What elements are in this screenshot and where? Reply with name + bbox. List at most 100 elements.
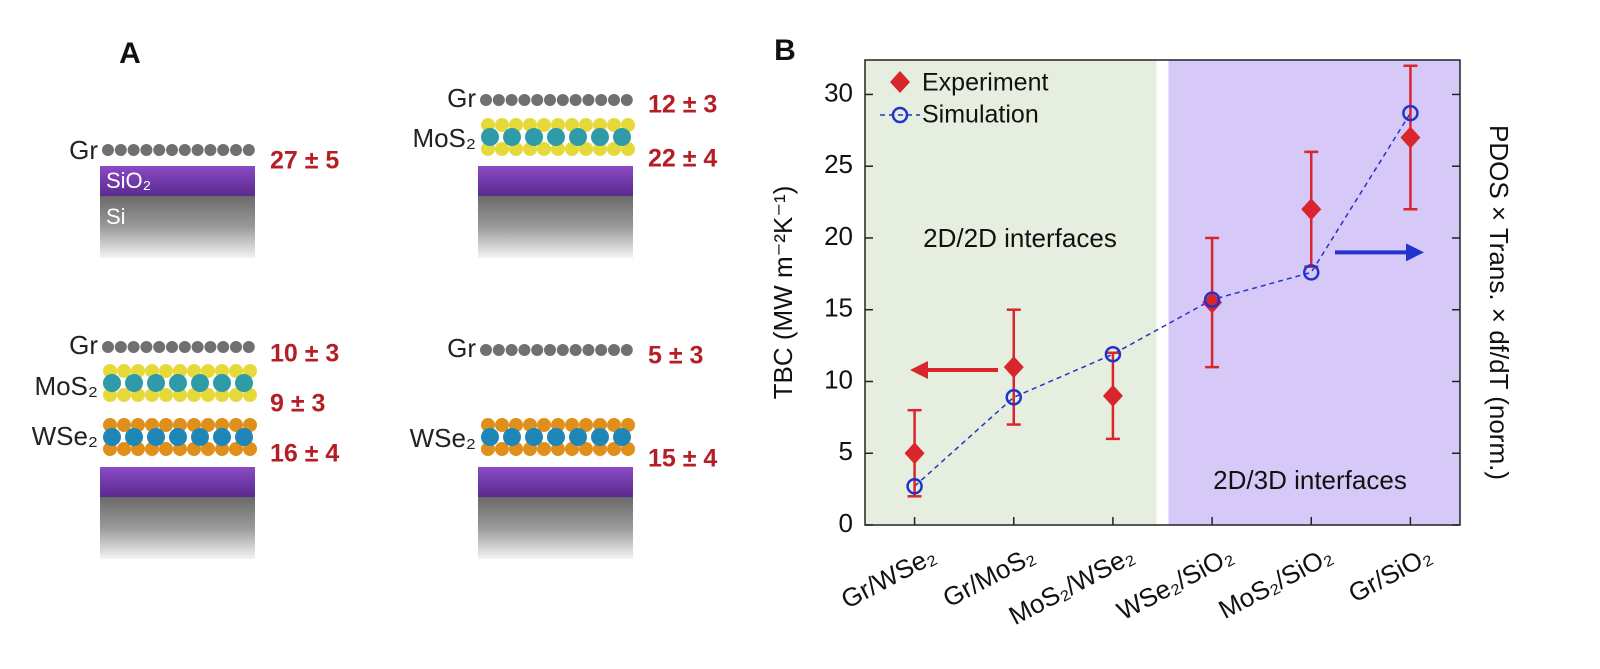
y-tick-label: 15 xyxy=(824,293,853,323)
atom xyxy=(169,374,187,392)
atom xyxy=(531,94,544,106)
substrate xyxy=(100,196,255,258)
panel-a xyxy=(100,94,635,559)
panel-label: B xyxy=(774,34,796,67)
legend-label: Simulation xyxy=(922,101,1039,129)
atom xyxy=(229,388,243,402)
atom xyxy=(537,418,551,432)
layer-label: WSe₂ xyxy=(410,423,476,453)
atom xyxy=(608,344,620,356)
layer-label: Gr xyxy=(447,83,476,113)
atom xyxy=(544,344,556,356)
atom xyxy=(579,142,593,156)
layer-label: Gr xyxy=(69,135,98,165)
atom xyxy=(547,428,565,446)
atom xyxy=(153,341,166,353)
atom xyxy=(215,442,229,456)
atom xyxy=(591,128,609,146)
legend-label: Experiment xyxy=(922,69,1048,97)
atom xyxy=(166,144,178,156)
atom xyxy=(114,341,127,353)
atom xyxy=(229,442,243,456)
experiment-point xyxy=(904,442,925,465)
atom xyxy=(569,128,587,146)
atom xyxy=(556,94,569,106)
simulation-point xyxy=(1303,264,1320,281)
atom xyxy=(229,364,243,378)
atom xyxy=(481,128,499,146)
atom xyxy=(213,374,231,392)
atom xyxy=(114,144,127,156)
layer-label: Si xyxy=(106,204,126,229)
atom xyxy=(579,118,593,132)
atom xyxy=(595,344,608,356)
experiment-point xyxy=(1400,126,1421,149)
atom xyxy=(607,142,621,156)
atom xyxy=(591,428,609,446)
atom xyxy=(213,428,231,446)
atom xyxy=(217,341,230,353)
atom xyxy=(178,341,191,353)
atom xyxy=(215,418,229,432)
atom xyxy=(492,344,505,356)
atom xyxy=(127,144,140,156)
atom xyxy=(125,428,143,446)
atom xyxy=(159,418,173,432)
atom xyxy=(556,344,569,356)
y-tick-label: 10 xyxy=(824,364,853,394)
atom xyxy=(140,341,153,353)
atom xyxy=(537,142,551,156)
atom xyxy=(204,144,217,156)
y-tick-label: 20 xyxy=(824,221,853,251)
atom xyxy=(495,442,509,456)
y-tick-label: 0 xyxy=(839,508,853,538)
simulation-point xyxy=(1203,291,1221,308)
atom xyxy=(495,418,509,432)
atom xyxy=(525,128,543,146)
atom xyxy=(159,364,173,378)
atom xyxy=(242,144,255,156)
atom xyxy=(117,388,131,402)
atom xyxy=(102,144,114,156)
atom xyxy=(620,344,633,356)
experiment-point xyxy=(1102,384,1123,407)
atom xyxy=(178,144,191,156)
atom xyxy=(103,428,121,446)
atom xyxy=(481,428,499,446)
atom xyxy=(547,128,565,146)
experiment-point xyxy=(1003,356,1024,379)
atom xyxy=(613,428,631,446)
atom xyxy=(579,418,593,432)
substrate xyxy=(478,196,633,258)
atom xyxy=(595,94,608,106)
oxide-layer xyxy=(100,166,255,196)
value-label: 12 ± 3 xyxy=(648,91,717,119)
atom xyxy=(620,94,633,106)
atom xyxy=(607,418,621,432)
atom xyxy=(593,118,607,132)
atom xyxy=(140,144,153,156)
oxide-layer xyxy=(478,166,633,196)
oxide-layer xyxy=(100,467,255,497)
atom xyxy=(147,428,165,446)
y-tick-label: 25 xyxy=(824,149,853,179)
layer-label: MoS₂ xyxy=(412,123,476,153)
atom xyxy=(201,388,215,402)
plot-frame xyxy=(864,59,1461,526)
atom xyxy=(525,428,543,446)
atom xyxy=(503,428,521,446)
experiment-point xyxy=(1301,198,1322,221)
substrate xyxy=(478,497,633,559)
atom xyxy=(480,94,492,106)
atom xyxy=(153,144,166,156)
substrate xyxy=(100,497,255,559)
atom xyxy=(582,94,595,106)
atom xyxy=(593,442,607,456)
atom xyxy=(191,428,209,446)
simulation-point xyxy=(906,478,923,495)
region-label: 2D/2D interfaces xyxy=(923,223,1117,253)
atom xyxy=(569,94,582,106)
layer-label: MoS₂ xyxy=(34,371,98,401)
x-tick-label: Gr/SiO₂ xyxy=(1343,540,1436,609)
atom xyxy=(518,94,531,106)
